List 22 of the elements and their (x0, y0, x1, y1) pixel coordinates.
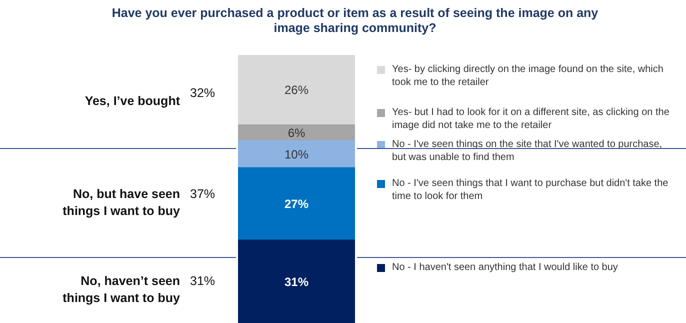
text: 37% (190, 186, 216, 200)
chart-title: Have you ever purchased a product or item as a result of seeing the image on any image sharing community? (110, 6, 600, 36)
bar (238, 240, 355, 323)
data-label: 26% (284, 83, 309, 98)
data-label: 31% (284, 274, 309, 289)
text: No, but have seen things I want to buy (62, 186, 180, 220)
text: No, haven’t seen things I want to buy (62, 273, 180, 307)
data-label: 10% (284, 147, 309, 162)
legend-label: Yes- by clicking directly on the image found on the site, which took me to the retailer (392, 62, 664, 89)
data-label: 27% (284, 197, 309, 212)
data-label: 6% (288, 126, 306, 140)
legend-label: No - I've seen things that I want to purchase but didn't take the time to look for them (392, 176, 670, 203)
legend-label: Yes- but I had to look for it on a different site, as clicking on the image did not take me to the retailer (392, 106, 670, 132)
legend-label: No - I've seen things on the site that I've wanted to purchase, but was unable to find them (392, 138, 664, 164)
bar (238, 167, 355, 240)
text: 31% (190, 274, 216, 288)
bar (238, 55, 355, 126)
legend-label: No - I haven't seen anything that I would like to buy (392, 260, 619, 274)
bar (238, 124, 355, 142)
bar (238, 140, 355, 168)
text: Yes, I’ve bought (84, 93, 180, 110)
text: 32% (190, 86, 216, 100)
